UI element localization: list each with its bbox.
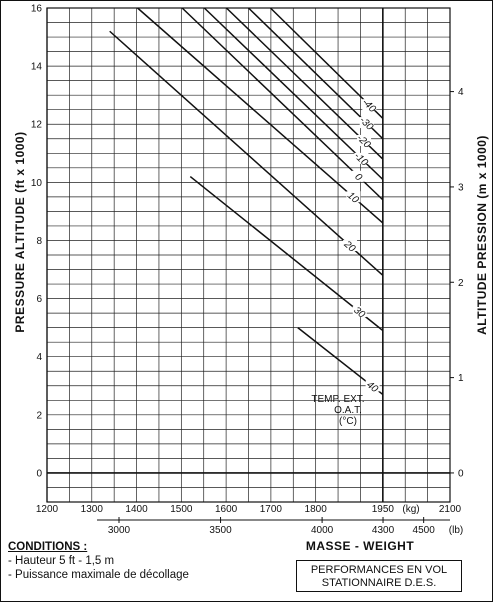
curve--30 xyxy=(247,7,384,140)
x-kg-tick-label: 1200 xyxy=(36,504,59,515)
x-lb-tick-label: 3000 xyxy=(108,525,131,536)
curve-label-bg xyxy=(354,152,369,164)
y-tick-label-left: 16 xyxy=(31,4,43,15)
curve-label-bg xyxy=(352,306,367,318)
x-lb-tick-label: 4300 xyxy=(372,525,395,536)
y-tick-label-left: 12 xyxy=(31,120,43,131)
x-kg-tick-label: 1700 xyxy=(260,504,283,515)
curve-label-bg xyxy=(357,134,372,146)
y-tick-label-left: 4 xyxy=(36,352,42,363)
performance-line-1: PERFORMANCES EN VOL xyxy=(310,564,448,576)
y-axis-title-left: PRESSURE ALTITUDE (ft x 1000) xyxy=(13,131,27,332)
y-tick-label-left: 2 xyxy=(36,410,42,421)
performance-box: PERFORMANCES EN VOL STATIONNAIRE D.E.S. xyxy=(296,560,462,592)
curve--20 xyxy=(225,7,384,160)
y-tick-label-left: 0 xyxy=(36,468,42,479)
curve-10 xyxy=(137,7,384,224)
curve-20 xyxy=(109,30,384,276)
x-kg-tick-label: 1800 xyxy=(305,504,328,515)
x-lb-tick-label: 4000 xyxy=(311,525,334,536)
curve-label-bg xyxy=(346,191,361,203)
x-kg-tick-label: 1300 xyxy=(81,504,104,515)
x-kg-tick-label: 1950 xyxy=(372,504,395,515)
curve-0 xyxy=(181,7,384,201)
curve-label-bg xyxy=(359,117,374,129)
oat-label: TEMP. EXT. O.A.T. (°C) xyxy=(311,394,364,427)
condition-line-1: - Hauteur 5 ft - 1,5 m xyxy=(8,555,115,567)
oat-label-line-1: TEMP. EXT. xyxy=(311,394,364,405)
y-tick-label-right: 3 xyxy=(458,182,464,193)
y-tick-label-left: 14 xyxy=(31,62,43,73)
grid xyxy=(46,7,451,503)
y-tick-label-left: 6 xyxy=(36,294,42,305)
y-tick-label-left: 8 xyxy=(36,236,42,247)
x-kg-tick-label: 1500 xyxy=(170,504,193,515)
performance-line-2: STATIONNAIRE D.E.S. xyxy=(321,577,437,589)
y-axis-title-right: ALTITUDE PRESSION (m x 1000) xyxy=(475,135,489,335)
curve-30 xyxy=(189,175,384,332)
curve-label-bg xyxy=(362,99,377,111)
condition-line-2: - Puissance maximale de décollage xyxy=(8,569,189,581)
x-lb-unit: (lb) xyxy=(449,525,463,536)
conditions: CONDITIONS : - Hauteur 5 ft - 1,5 m - Pu… xyxy=(8,540,189,582)
oat-label-line-2: O.A.T. xyxy=(334,405,362,416)
y-tick-label-right: 4 xyxy=(458,87,464,98)
x-lb-tick-label: 3500 xyxy=(209,525,232,536)
conditions-title: CONDITIONS : xyxy=(8,541,88,553)
x-kg-tick-label: 1600 xyxy=(215,504,238,515)
x-axis-title: MASSE - WEIGHT xyxy=(306,539,415,553)
x-kg-tick-label: 2100 xyxy=(439,504,462,515)
y-tick-label-left: 10 xyxy=(31,178,43,189)
y-tick-label-right: 2 xyxy=(458,278,464,289)
curve-label: 0 xyxy=(352,172,364,184)
y-tick-label-right: 0 xyxy=(458,468,464,479)
x-kg-unit: (kg) xyxy=(402,504,419,515)
oat-label-line-3: (°C) xyxy=(339,416,357,427)
curve-label-bg xyxy=(351,170,366,182)
curve-label-bg xyxy=(343,240,358,252)
x-lb-tick-label: 4500 xyxy=(413,525,436,536)
curve-label-bg xyxy=(365,380,380,392)
curve--10 xyxy=(203,7,384,180)
y-tick-label-right: 1 xyxy=(458,373,464,384)
x-kg-tick-label: 1400 xyxy=(125,504,148,515)
